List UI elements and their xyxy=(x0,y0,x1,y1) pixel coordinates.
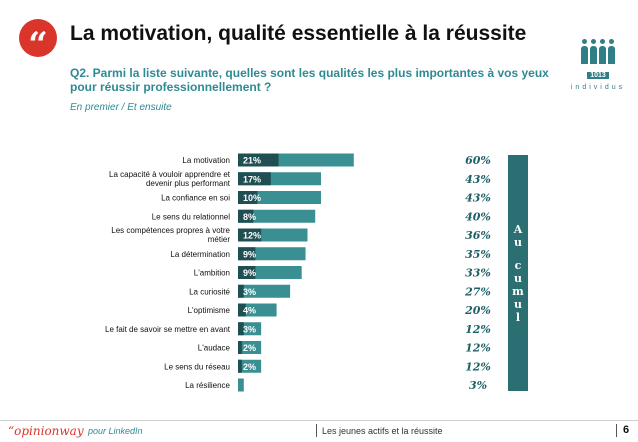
first-value-label: 12% xyxy=(243,231,261,241)
category-label: L'ambition xyxy=(194,269,230,278)
cumul-value-label: 12% xyxy=(465,323,491,336)
first-value-label: 2% xyxy=(243,343,256,353)
first-bar xyxy=(238,228,262,242)
cumul-bar xyxy=(238,322,262,336)
first-bar xyxy=(238,209,254,223)
cumul-bar xyxy=(238,341,262,354)
cumul-value-label: 20% xyxy=(464,304,491,317)
cumul-value-label: 40% xyxy=(465,210,491,223)
cumul-value-label: 60% xyxy=(465,154,491,167)
cumul-bar xyxy=(238,284,291,298)
footer-study-title: Les jeunes actifs et la réussite xyxy=(322,426,443,436)
category-label: Le sens du réseau xyxy=(164,362,230,371)
page-number: 6 xyxy=(623,424,630,436)
first-bar xyxy=(238,303,246,317)
first-bar xyxy=(238,284,244,298)
category-label: L'optimisme xyxy=(188,306,231,315)
cumul-value-label: 35% xyxy=(465,248,491,261)
cumul-value-label: 12% xyxy=(465,342,491,355)
footer-client: pour LinkedIn xyxy=(88,426,143,436)
cumul-bar xyxy=(238,359,262,373)
first-value-label: 10% xyxy=(243,193,261,203)
footer-separator xyxy=(316,424,317,437)
footer-divider xyxy=(0,420,638,421)
category-label: L'audace xyxy=(198,344,231,353)
first-value-label: 17% xyxy=(243,174,261,184)
first-bar xyxy=(238,341,242,354)
sample-unit: individus xyxy=(570,84,626,91)
first-bar xyxy=(238,359,242,373)
category-label: La capacité à vouloir apprendre et deveni… xyxy=(109,170,231,188)
first-bar xyxy=(238,322,244,336)
first-value-label: 3% xyxy=(243,324,256,334)
first-value-label: 8% xyxy=(243,212,256,222)
page-title: La motivation, qualité essentielle à la … xyxy=(70,22,527,45)
cumul-value-label: 43% xyxy=(465,173,491,186)
first-value-label: 9% xyxy=(243,268,256,278)
sample-count: 1013 xyxy=(587,72,609,79)
cumul-value-label: 33% xyxy=(465,267,491,280)
first-value-label: 9% xyxy=(243,249,256,259)
question-text: Q2. Parmi la liste suivante, quelles son… xyxy=(70,66,549,94)
cumul-value-label: 36% xyxy=(465,229,491,242)
opinionway-logo: “opinionway xyxy=(8,424,84,438)
first-value-label: 4% xyxy=(243,306,256,316)
cumul-letter: u xyxy=(514,235,522,249)
cumul-letter: m xyxy=(512,284,524,298)
cumul-value-label: 43% xyxy=(465,192,491,205)
first-bar xyxy=(238,153,279,167)
category-label: Les compétences propres à votre métier xyxy=(111,226,230,244)
category-label: Le sens du relationnel xyxy=(152,212,231,221)
cumul-bar xyxy=(238,378,244,392)
category-label: La détermination xyxy=(170,250,230,259)
first-value-label: 21% xyxy=(243,156,261,166)
cumul-value-label: 12% xyxy=(465,360,491,373)
first-value-label: 3% xyxy=(243,287,256,297)
cumul-letter: A xyxy=(513,222,523,236)
category-label: La résilience xyxy=(185,381,230,390)
cumul-bar xyxy=(238,303,277,317)
cumul-letter: c xyxy=(514,258,522,272)
category-label: La confiance en soi xyxy=(161,194,230,203)
first-bar xyxy=(238,247,256,261)
cumul-bar xyxy=(238,209,316,223)
cumul-letter: l xyxy=(515,310,521,324)
cumul-bar xyxy=(238,191,321,204)
first-bar xyxy=(238,191,258,204)
category-label: La motivation xyxy=(182,156,230,165)
category-label: Le fait de savoir se mettre en avant xyxy=(105,325,231,334)
cumul-value-label: 27% xyxy=(464,285,491,298)
first-bar xyxy=(238,266,256,279)
cumul-letter: u xyxy=(514,271,522,285)
subnote: En premier / Et ensuite xyxy=(70,102,172,113)
quote-icon: “ xyxy=(19,19,57,65)
cumul-letter: u xyxy=(514,297,522,311)
first-value-label: 2% xyxy=(243,362,256,372)
category-label: La curiosité xyxy=(189,287,230,296)
people-icon xyxy=(570,39,626,64)
footer-separator xyxy=(616,424,617,437)
cumul-value-label: 3% xyxy=(469,379,487,392)
first-bar xyxy=(238,172,271,186)
sample-size-badge: 1013 individus xyxy=(570,39,626,91)
